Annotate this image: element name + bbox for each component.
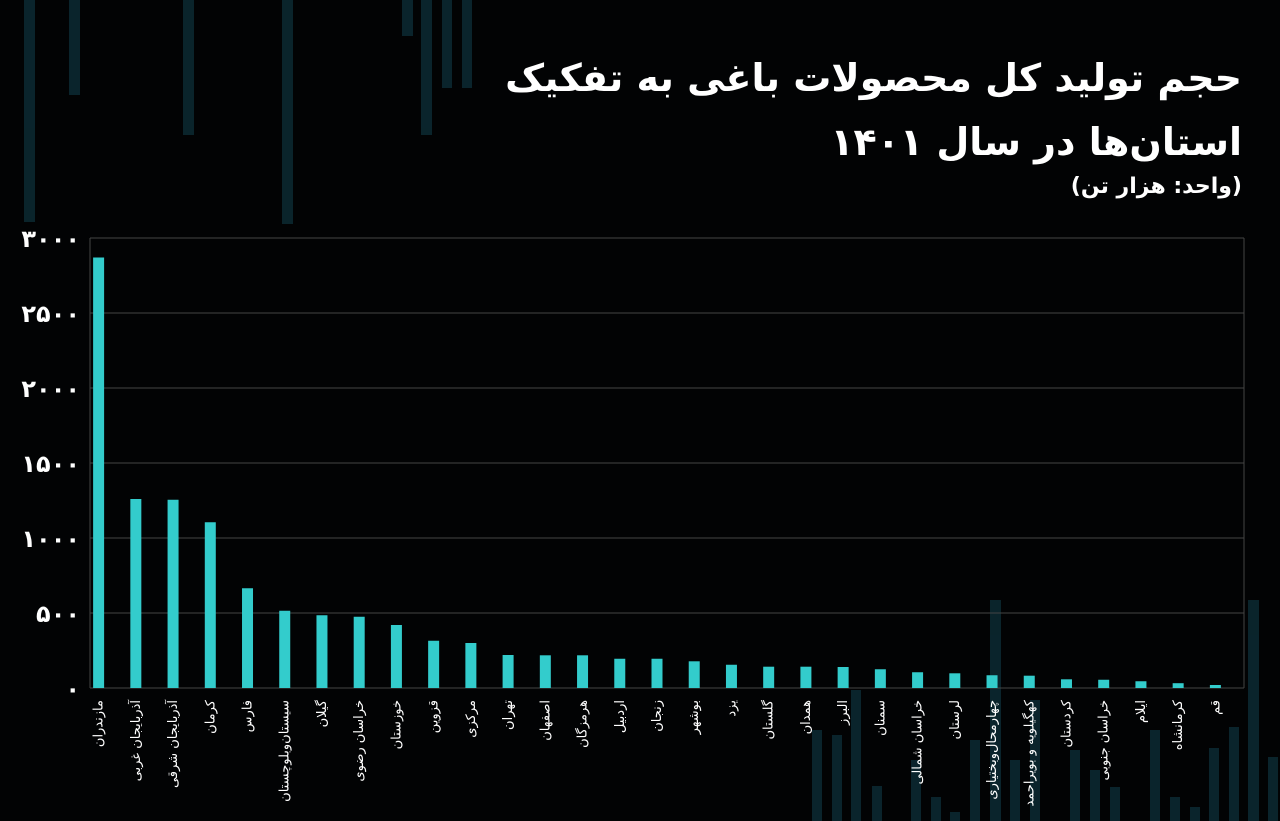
x-tick-label: قم [1208,700,1223,715]
bar [688,661,700,688]
bar [353,616,365,688]
bar [725,664,737,688]
x-tick-label: خوزستان [389,700,404,749]
x-tick-label: خراسان رضوی [352,700,367,782]
x-tick-label: کردستان [1059,699,1074,747]
y-tick-label: ۱۵۰۰ [21,450,80,478]
y-tick-label: ۲۰۰۰ [21,375,80,403]
x-tick-label: زنجان [650,700,665,732]
bar [428,640,440,688]
x-tick-label: بوشهر [687,700,702,735]
bar [912,672,924,688]
x-tick-label: قزوین [427,700,442,733]
x-tick-label: یزد [724,700,739,717]
x-tick-label: سمنان [873,700,888,736]
x-tick-label: مرکزی [464,700,479,738]
bar [204,522,216,688]
y-tick-label: ۱۰۰۰ [21,525,80,553]
bar [242,588,254,688]
x-tick-label: چهارمحال‌وبختیاری [985,700,1000,800]
bar [1098,679,1110,688]
bar [1023,675,1035,688]
x-tick-label: گیلان [314,699,330,727]
bar [874,669,886,688]
bar [1172,683,1184,688]
x-tick-label: لرستان [948,700,963,739]
x-tick-label: هرمزگان [575,700,591,748]
bar [316,615,328,688]
bar [1060,679,1072,688]
unit-subtitle: (واحد: هزار تن) [1070,174,1242,199]
bar [651,658,663,688]
y-tick-label: ۳۰۰۰ [21,225,80,253]
y-tick-label: ۲۵۰۰ [21,300,80,328]
bar [614,658,626,688]
x-tick-label: ایلام [1134,700,1149,723]
x-tick-label: آذربایجان شرقی [164,699,181,788]
y-tick-label: ۰ [65,675,80,703]
bar [800,666,812,688]
x-tick-label: البرز [836,700,851,726]
x-tick-label: کرمان [203,699,218,734]
x-tick-label: گلستان [761,699,777,739]
bar [465,643,477,688]
x-tick-label: اصفهان [538,700,553,741]
bar [390,625,402,688]
x-tick-label: سیستان‌وبلوچستان [278,700,293,802]
bar [279,610,291,688]
x-tick-label: خراسان جنوبی [1097,700,1112,780]
bar [986,675,998,688]
x-tick-label: کرمانشاه [1171,699,1186,750]
y-tick-label: ۵۰۰ [36,600,80,628]
x-tick-label: کهگیلویه و بویراحمد [1021,699,1037,806]
bar [949,673,961,688]
bar [539,655,551,688]
chart-title: حجم تولید کل محصولات باغی به تفکیک استان… [505,56,1242,164]
bar [1209,685,1221,688]
x-tick-label: تهران [501,700,516,730]
bar [502,655,514,688]
bar [837,667,849,688]
bar [1135,681,1147,688]
bar [167,499,179,688]
bar [577,655,589,688]
x-tick-label: فارس [241,700,256,732]
bar [130,499,142,688]
bar [763,666,775,688]
x-tick-label: خراسان شمالی [911,700,926,785]
bar [93,257,105,688]
x-tick-label: آذربایجان غربی [127,699,144,782]
x-tick-label: همدان [799,700,814,734]
x-tick-label: مازندران [92,700,107,747]
x-tick-label: اردبیل [613,700,628,733]
